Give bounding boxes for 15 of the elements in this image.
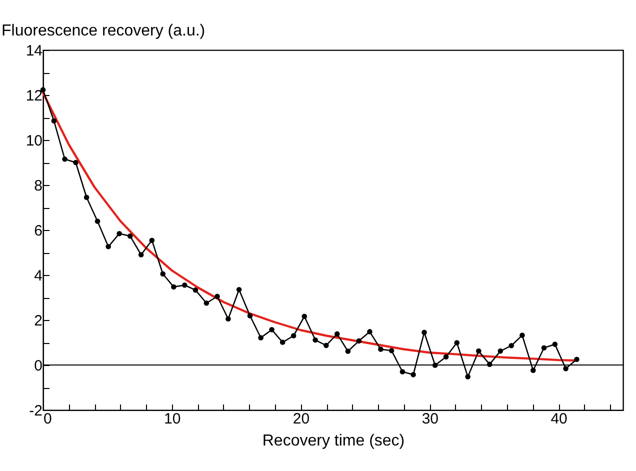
y-tick-label: 0 [34,358,42,374]
y-tick-label: 6 [34,222,42,240]
y-tick-label: 4 [34,268,42,284]
y-tick-label: 8 [34,178,42,194]
y-tick-label: 2 [34,312,42,330]
x-tick-label: 20 [292,410,310,428]
y-tick-label: 14 [26,42,42,60]
x-axis-title: Recovery time (sec) [262,432,405,450]
x-tick-label: 40 [550,410,568,428]
x-tick-label: 10 [164,410,181,428]
y-tick-label: 10 [26,132,42,150]
x-tick-label: 30 [422,410,439,428]
y-tick-label: -2 [29,402,42,420]
y-tick-label: 12 [26,88,42,104]
y-axis-title: Fluorescence recovery (a.u.) [2,22,206,40]
